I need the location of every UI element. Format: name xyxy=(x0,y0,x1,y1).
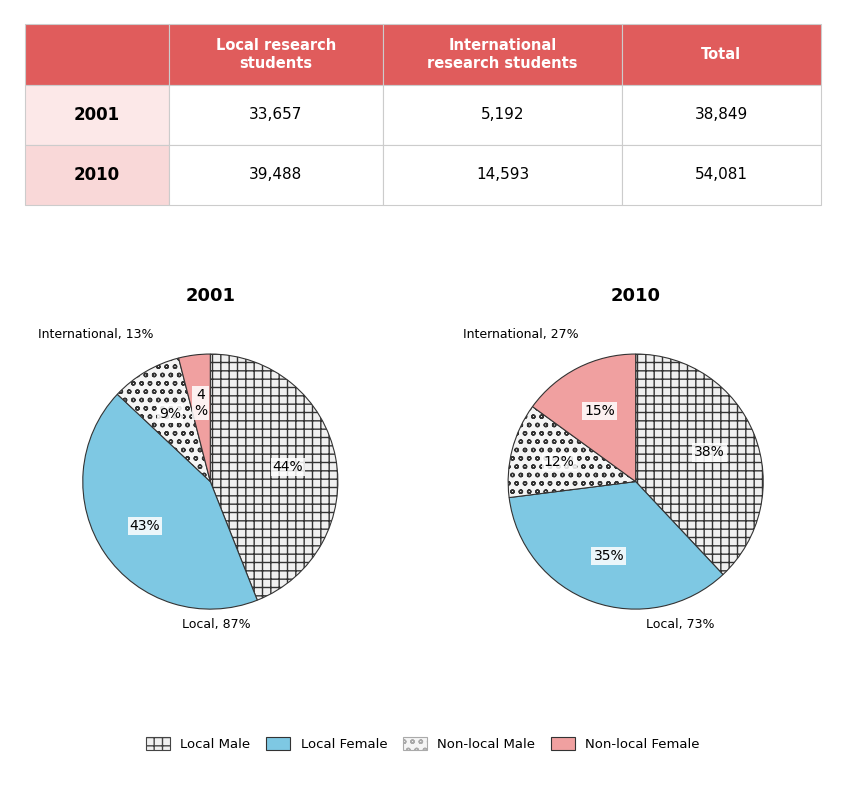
Wedge shape xyxy=(532,354,635,482)
Text: Local, 73%: Local, 73% xyxy=(646,618,715,631)
Text: 38,849: 38,849 xyxy=(695,107,748,122)
Text: 2010: 2010 xyxy=(74,166,120,184)
Text: 44%: 44% xyxy=(272,460,304,474)
FancyBboxPatch shape xyxy=(25,144,168,205)
Circle shape xyxy=(508,354,763,609)
Wedge shape xyxy=(509,482,723,609)
Text: Local research
students: Local research students xyxy=(216,38,336,70)
FancyBboxPatch shape xyxy=(25,85,168,144)
Text: 4
%: 4 % xyxy=(194,388,207,418)
Text: 33,657: 33,657 xyxy=(250,107,303,122)
Text: International, 13%: International, 13% xyxy=(38,328,154,341)
FancyBboxPatch shape xyxy=(383,24,622,85)
Text: International
research students: International research students xyxy=(427,38,578,70)
FancyBboxPatch shape xyxy=(622,144,821,205)
Text: 12%: 12% xyxy=(544,455,574,469)
Wedge shape xyxy=(635,354,763,575)
Text: 14,593: 14,593 xyxy=(476,167,529,182)
Wedge shape xyxy=(118,358,211,482)
Text: 15%: 15% xyxy=(585,404,615,418)
FancyBboxPatch shape xyxy=(622,24,821,85)
FancyBboxPatch shape xyxy=(383,144,622,205)
FancyBboxPatch shape xyxy=(622,85,821,144)
Wedge shape xyxy=(508,407,635,498)
Text: 38%: 38% xyxy=(694,445,724,459)
Text: International, 27%: International, 27% xyxy=(464,328,580,341)
FancyBboxPatch shape xyxy=(168,85,383,144)
Wedge shape xyxy=(179,354,211,482)
FancyBboxPatch shape xyxy=(25,24,168,85)
Text: Total: Total xyxy=(701,47,741,62)
FancyBboxPatch shape xyxy=(383,85,622,144)
Title: 2001: 2001 xyxy=(185,287,235,305)
Text: 39,488: 39,488 xyxy=(250,167,303,182)
FancyBboxPatch shape xyxy=(168,144,383,205)
Text: 5,192: 5,192 xyxy=(481,107,525,122)
Text: 9%: 9% xyxy=(159,407,181,420)
Title: 2010: 2010 xyxy=(611,287,661,305)
Text: 54,081: 54,081 xyxy=(695,167,748,182)
Legend: Local Male, Local Female, Non-local Male, Non-local Female: Local Male, Local Female, Non-local Male… xyxy=(146,737,700,751)
Wedge shape xyxy=(83,395,257,609)
Text: 2001: 2001 xyxy=(74,106,120,123)
Text: 43%: 43% xyxy=(129,519,160,533)
Text: 35%: 35% xyxy=(594,549,624,563)
Text: Local, 87%: Local, 87% xyxy=(183,618,251,631)
Circle shape xyxy=(83,354,338,609)
FancyBboxPatch shape xyxy=(168,24,383,85)
Wedge shape xyxy=(211,354,338,600)
